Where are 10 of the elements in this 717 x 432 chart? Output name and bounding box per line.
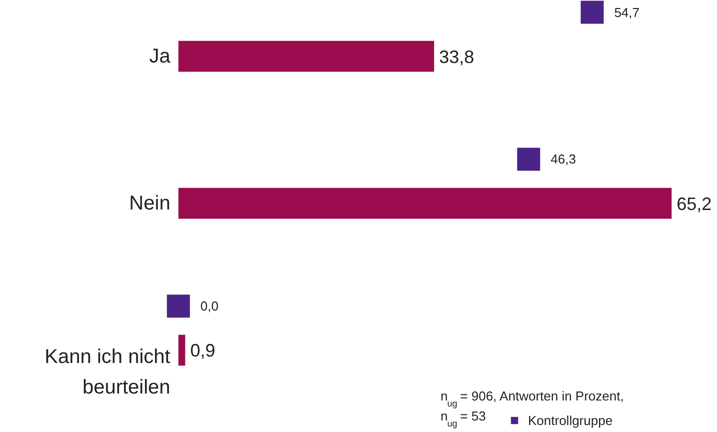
- data-label: 33,8: [439, 46, 474, 67]
- legend-label: Kontrollgruppe: [528, 412, 613, 428]
- y-tick-label: Ja: [149, 45, 172, 68]
- data-label: 65,2: [676, 194, 712, 214]
- data-label: 0,0: [200, 298, 218, 314]
- data-label: 0,9: [190, 340, 216, 361]
- data-label: 46,3: [550, 152, 576, 167]
- y-tick-label: Nein: [129, 192, 170, 214]
- y-tick-label: Kann ich nicht beurteilen: [44, 346, 171, 399]
- data-label: 54,7: [614, 4, 640, 20]
